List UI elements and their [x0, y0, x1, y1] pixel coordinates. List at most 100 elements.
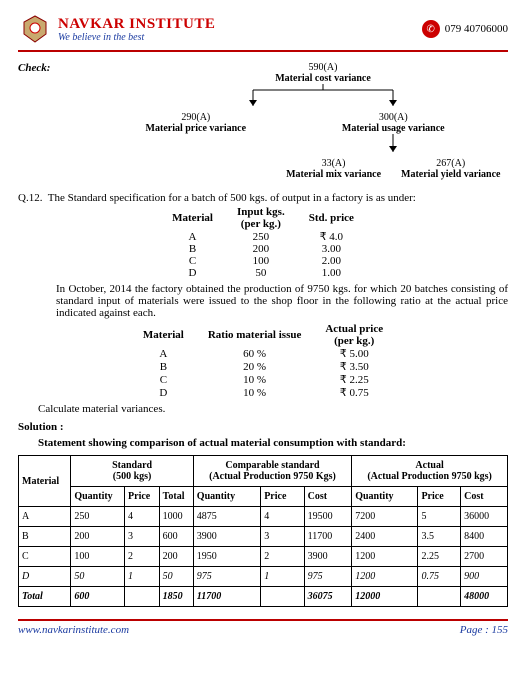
- cell: 1200: [352, 547, 418, 567]
- cell: 3: [125, 527, 160, 547]
- phone-block: ✆ 079 40706000: [422, 20, 508, 38]
- mt-ac: Cost: [461, 487, 508, 507]
- cell: 19500: [304, 507, 352, 527]
- mt-sq: Quantity: [71, 487, 125, 507]
- comparison-table: Material Standard(500 kgs) Comparable st…: [18, 455, 508, 607]
- cell: 2.00: [297, 255, 366, 267]
- cell: 5: [418, 507, 461, 527]
- cell: [261, 587, 304, 607]
- cell: A: [160, 230, 225, 243]
- cell: D: [19, 567, 71, 587]
- mt-aq: Quantity: [352, 487, 418, 507]
- cell: 50: [159, 567, 193, 587]
- cell: 1: [261, 567, 304, 587]
- cell: 11700: [193, 587, 260, 607]
- cell: 1950: [193, 547, 260, 567]
- col2-material: Material: [131, 323, 196, 347]
- tree-right-val: 300(A): [379, 112, 408, 123]
- mt-actual: Actual(Actual Production 9750 kgs): [352, 456, 508, 487]
- tree-yield-val: 267(A): [436, 158, 465, 169]
- cell: 10 %: [196, 373, 313, 386]
- cell: 4: [125, 507, 160, 527]
- col2-price: Actual price(per kg.): [313, 323, 395, 347]
- page-footer: www.navkarinstitute.com Page : 155: [18, 619, 508, 636]
- cell: 250: [71, 507, 125, 527]
- institute-name: NAVKAR INSTITUTE: [58, 16, 422, 33]
- q-prefix: Q.12.: [18, 192, 42, 204]
- cell: 10 %: [196, 386, 313, 399]
- check-label: Check:: [18, 62, 78, 74]
- cell: 3900: [304, 547, 352, 567]
- cell: 4: [261, 507, 304, 527]
- cell: 975: [193, 567, 260, 587]
- cell: 200: [71, 527, 125, 547]
- cell: C: [131, 373, 196, 386]
- cell: ₹ 3.50: [313, 360, 395, 373]
- cell: 3: [261, 527, 304, 547]
- cell: 60 %: [196, 347, 313, 360]
- mt-ap: Price: [418, 487, 461, 507]
- col2-ratio: Ratio material issue: [196, 323, 313, 347]
- cell: 975: [304, 567, 352, 587]
- cell: 200: [159, 547, 193, 567]
- q-para: In October, 2014 the factory obtained th…: [56, 283, 508, 319]
- cell: 1200: [352, 567, 418, 587]
- tree-right-label: Material usage variance: [342, 123, 445, 134]
- check-section: Check: 590(A) Material cost variance 290…: [18, 62, 508, 180]
- cell: ₹ 0.75: [313, 386, 395, 399]
- title-block: NAVKAR INSTITUTE We believe in the best: [58, 16, 422, 43]
- col-price: Std. price: [297, 206, 366, 230]
- tree-mix-val: 33(A): [322, 158, 346, 169]
- cell: 12000: [352, 587, 418, 607]
- cell: 2.25: [418, 547, 461, 567]
- q-text: The Standard specification for a batch o…: [48, 192, 416, 204]
- cell: 1850: [159, 587, 193, 607]
- tree-left-val: 290(A): [181, 112, 210, 123]
- footer-site: www.navkarinstitute.com: [18, 624, 129, 636]
- cell: 200: [225, 243, 297, 255]
- tree-yield-label: Material yield variance: [401, 169, 500, 180]
- tree-mix-label: Material mix variance: [286, 169, 381, 180]
- cell: B: [160, 243, 225, 255]
- cell: 3.5: [418, 527, 461, 547]
- page-header: NAVKAR INSTITUTE We believe in the best …: [18, 12, 508, 52]
- footer-page: Page : 155: [460, 624, 508, 636]
- tree-root-val: 590(A): [309, 62, 338, 73]
- cell: D: [131, 386, 196, 399]
- cell: ₹ 2.25: [313, 373, 395, 386]
- q-calc: Calculate material variances.: [38, 403, 508, 415]
- cell: 50: [225, 267, 297, 279]
- cell: 1.00: [297, 267, 366, 279]
- mt-st: Total: [159, 487, 193, 507]
- mt-material: Material: [19, 456, 71, 507]
- mt-cp: Price: [261, 487, 304, 507]
- phone-number: 079 40706000: [445, 23, 508, 35]
- cell: 1000: [159, 507, 193, 527]
- cell: C: [160, 255, 225, 267]
- cell: 250: [225, 230, 297, 243]
- cell: [125, 587, 160, 607]
- cell: [418, 587, 461, 607]
- cell: B: [131, 360, 196, 373]
- ratio-table: Material Ratio material issue Actual pri…: [131, 323, 395, 399]
- cell: 2: [125, 547, 160, 567]
- cell: 11700: [304, 527, 352, 547]
- cell: D: [160, 267, 225, 279]
- cell: 0.75: [418, 567, 461, 587]
- tree-root-label: Material cost variance: [275, 73, 371, 84]
- cell: 1: [125, 567, 160, 587]
- mt-cq: Quantity: [193, 487, 260, 507]
- mt-standard: Standard(500 kgs): [71, 456, 193, 487]
- cell: 600: [159, 527, 193, 547]
- cell: 4875: [193, 507, 260, 527]
- question-12: Q.12. The Standard specification for a b…: [18, 192, 508, 415]
- cell: 50: [71, 567, 125, 587]
- cell: 2: [261, 547, 304, 567]
- tree-left-label: Material price variance: [146, 123, 247, 134]
- cell: 2700: [461, 547, 508, 567]
- mt-sp: Price: [125, 487, 160, 507]
- cell: A: [131, 347, 196, 360]
- solution-label: Solution :: [18, 421, 508, 433]
- phone-icon: ✆: [422, 20, 440, 38]
- cell: 7200: [352, 507, 418, 527]
